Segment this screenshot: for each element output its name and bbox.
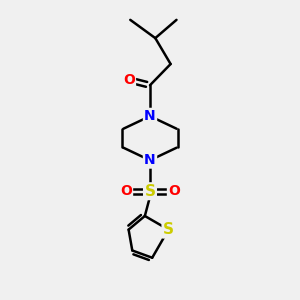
Text: O: O — [120, 184, 132, 198]
Text: S: S — [163, 222, 174, 237]
Text: N: N — [144, 109, 156, 123]
Text: N: N — [144, 153, 156, 167]
Text: O: O — [123, 73, 135, 87]
Text: O: O — [168, 184, 180, 198]
Text: S: S — [145, 184, 155, 199]
